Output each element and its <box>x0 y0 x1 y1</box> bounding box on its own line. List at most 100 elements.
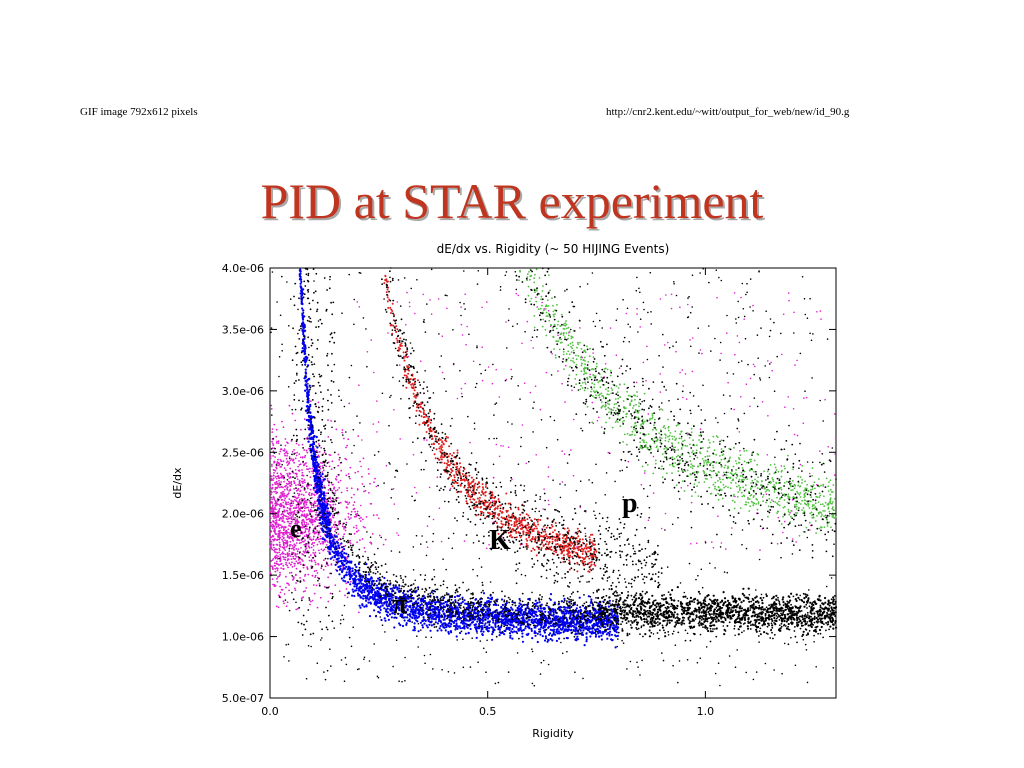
data-point <box>303 543 306 546</box>
data-point <box>275 605 278 608</box>
data-point <box>279 466 282 468</box>
data-point <box>704 540 707 543</box>
data-point <box>276 539 278 542</box>
data-point <box>284 556 287 559</box>
data-point <box>369 482 371 485</box>
data-point <box>287 582 289 585</box>
data-point <box>598 635 601 638</box>
data-point <box>349 466 352 469</box>
data-point <box>392 488 395 490</box>
data-point <box>376 514 378 516</box>
data-point <box>461 334 464 336</box>
data-point <box>284 497 287 500</box>
data-point <box>313 500 316 503</box>
data-point <box>494 622 497 625</box>
data-point <box>271 548 274 551</box>
data-point <box>311 599 314 602</box>
data-point <box>273 498 276 501</box>
data-point <box>373 597 376 601</box>
data-point <box>319 535 322 538</box>
data-point <box>385 464 388 467</box>
data-point <box>293 482 296 485</box>
data-point <box>510 368 512 371</box>
data-point <box>341 570 344 574</box>
data-point <box>481 633 484 637</box>
data-point <box>379 601 382 604</box>
data-point <box>498 634 501 637</box>
data-point <box>385 613 388 616</box>
data-point <box>308 483 311 486</box>
data-point <box>295 507 297 510</box>
data-point <box>282 540 284 542</box>
data-point <box>420 600 423 603</box>
data-point <box>511 478 513 481</box>
data-point <box>285 561 288 564</box>
data-point <box>313 478 316 481</box>
data-point <box>536 640 539 644</box>
data-point <box>754 365 756 368</box>
data-point <box>313 453 317 456</box>
data-point <box>597 602 600 605</box>
data-point <box>557 615 560 618</box>
data-point <box>327 419 329 421</box>
data-point <box>396 301 399 303</box>
data-point <box>368 492 370 494</box>
data-point <box>273 562 276 565</box>
data-point <box>454 614 457 617</box>
data-point <box>332 514 334 517</box>
data-point <box>274 567 277 570</box>
data-point <box>289 509 291 511</box>
data-point <box>289 525 292 528</box>
data-point <box>340 469 343 472</box>
data-point <box>282 486 284 489</box>
data-point <box>290 513 293 515</box>
data-point <box>375 579 378 583</box>
data-point <box>327 527 330 530</box>
data-point <box>286 452 289 455</box>
data-point <box>282 564 285 567</box>
data-point <box>733 292 736 294</box>
data-point <box>317 533 320 536</box>
data-point <box>540 603 543 606</box>
data-point <box>316 479 319 483</box>
data-point <box>293 461 295 464</box>
data-point <box>274 486 277 489</box>
data-point <box>384 538 387 541</box>
data-point <box>452 621 456 625</box>
data-point <box>796 359 798 362</box>
data-point <box>279 553 282 556</box>
data-point <box>373 595 376 598</box>
data-point <box>296 553 299 555</box>
data-point <box>321 522 324 525</box>
data-point <box>307 415 311 418</box>
data-point <box>370 590 373 594</box>
data-point <box>350 560 353 563</box>
data-point <box>413 625 416 629</box>
data-point <box>572 474 575 477</box>
data-point <box>273 471 275 474</box>
data-point <box>282 527 285 529</box>
data-point <box>466 325 468 328</box>
data-point <box>293 488 295 490</box>
data-point <box>271 527 274 530</box>
data-point <box>289 544 291 546</box>
data-point <box>492 477 495 479</box>
data-point <box>281 546 284 549</box>
data-point <box>363 587 366 590</box>
data-point <box>277 525 280 527</box>
data-point <box>276 567 279 570</box>
data-point <box>284 558 287 561</box>
data-point <box>276 461 279 463</box>
data-point <box>271 465 273 467</box>
data-point <box>270 496 273 499</box>
data-point <box>275 483 278 485</box>
data-point <box>363 605 366 608</box>
data-point <box>346 506 348 509</box>
data-point <box>282 517 285 519</box>
data-point <box>343 437 345 440</box>
data-point <box>271 440 273 443</box>
data-point <box>337 453 340 456</box>
data-point <box>579 608 582 611</box>
data-point <box>301 307 304 310</box>
data-point <box>294 472 297 475</box>
